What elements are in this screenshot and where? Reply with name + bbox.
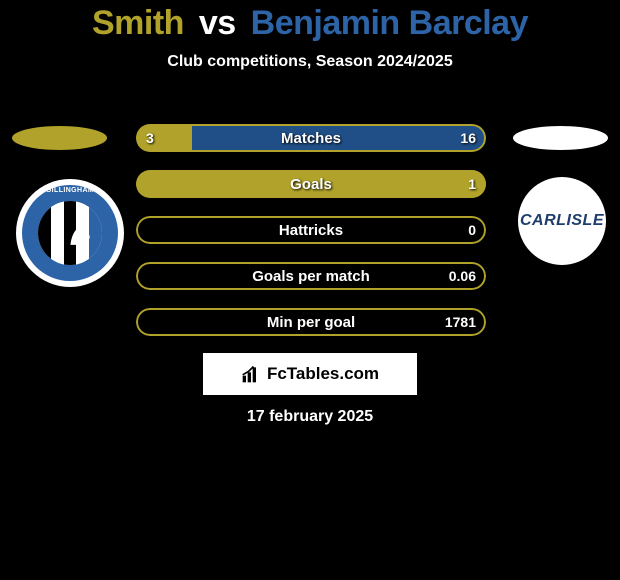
player-a-club-badge: GILLINGHAM	[16, 179, 124, 287]
badge-inner	[38, 201, 102, 265]
stat-value-right: 1	[468, 170, 476, 198]
stat-label: Matches	[136, 124, 486, 152]
stat-value-right: 16	[460, 124, 476, 152]
brand-box: FcTables.com	[203, 353, 417, 395]
vs-text: vs	[199, 4, 236, 42]
stat-label: Goals per match	[136, 262, 486, 290]
player-a-name: Smith	[92, 4, 184, 42]
competition-subtitle: Club competitions, Season 2024/2025	[0, 53, 620, 71]
stat-value-right: 1781	[445, 308, 476, 336]
stat-row-goals: Goals1	[136, 170, 486, 198]
stat-bars: Matches3 16 Goals1 Hattricks0 Goals per matc…	[136, 124, 486, 354]
stat-label: Min per goal	[136, 308, 486, 336]
page-title: Smith vs Benjamin Barclay	[0, 0, 620, 43]
stat-label: Hattricks	[136, 216, 486, 244]
stat-value-right: 0	[468, 216, 476, 244]
comparison-infographic: Smith vs Benjamin Barclay Club competiti…	[0, 0, 620, 580]
stat-row-matches: Matches3 16	[136, 124, 486, 152]
stat-value-left: 3	[146, 124, 154, 152]
stat-row-min-per-goal: Min per goal1781	[136, 308, 486, 336]
brand-text: FcTables.com	[267, 364, 379, 384]
stat-row-hattricks: Hattricks0	[136, 216, 486, 244]
badge-band-text: GILLINGHAM	[16, 187, 124, 194]
badge-text: CARLISLE	[518, 177, 606, 265]
stat-value-right: 0.06	[449, 262, 476, 290]
bar-chart-icon	[241, 364, 261, 384]
horse-icon	[66, 217, 92, 247]
player-b-name: Benjamin Barclay	[251, 4, 528, 42]
stat-label: Goals	[136, 170, 486, 198]
infographic-date: 17 february 2025	[0, 408, 620, 426]
player-b-club-badge: CARLISLE	[518, 177, 606, 265]
player-b-marker	[513, 126, 608, 150]
player-a-marker	[12, 126, 107, 150]
stat-row-goals-per-match: Goals per match0.06	[136, 262, 486, 290]
